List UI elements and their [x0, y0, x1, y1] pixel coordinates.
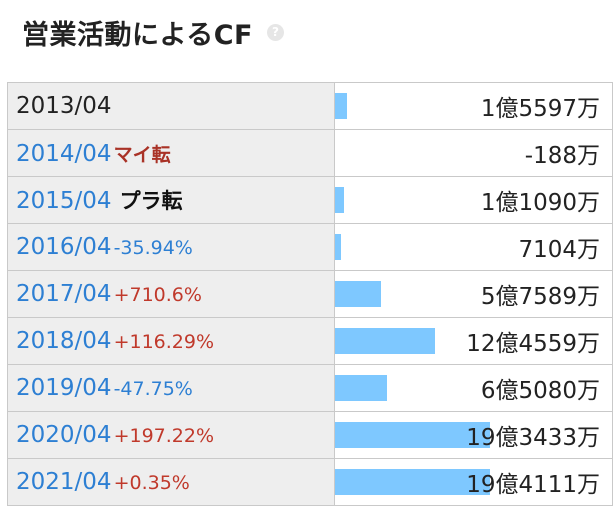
value-cell: -188万	[334, 129, 613, 177]
change-label: プラ転	[119, 189, 183, 213]
cf-table: 2013/04 1億5597万 2014/04 マイ転 -188万 2015/04 プラ転 1…	[7, 82, 613, 506]
year-link: 2013/04	[16, 93, 112, 119]
year-link[interactable]: 2017/04	[16, 281, 112, 307]
value-cell: 19億4111万	[334, 458, 613, 506]
year-cell: 2018/04 +116.29%	[7, 317, 335, 365]
help-icon[interactable]: ?	[266, 23, 284, 41]
table-row: 2013/04 1億5597万	[7, 82, 613, 130]
change-label: -35.94%	[113, 237, 193, 259]
value-bar	[335, 328, 435, 354]
table-row: 2019/04 -47.75% 6億5080万	[7, 364, 613, 412]
table-row: 2016/04 -35.94% 7104万	[7, 223, 613, 271]
value-cell: 1億5597万	[334, 82, 613, 130]
year-link[interactable]: 2014/04	[16, 140, 112, 167]
year-link[interactable]: 2018/04	[16, 328, 112, 354]
value-cell: 1億1090万	[334, 176, 613, 224]
value-cell: 6億5080万	[334, 364, 613, 412]
change-label: マイ転	[113, 143, 171, 166]
year-link[interactable]: 2019/04	[16, 375, 112, 401]
year-cell: 2017/04 +710.6%	[7, 270, 335, 318]
page-title: 営業活動によるCF	[22, 19, 253, 51]
year-link[interactable]: 2016/04	[16, 234, 112, 260]
change-label: -47.75%	[113, 378, 193, 400]
value-cell: 5億7589万	[334, 270, 613, 318]
year-cell: 2019/04 -47.75%	[7, 364, 335, 412]
year-cell: 2015/04 プラ転	[7, 176, 335, 224]
value-cell: 7104万	[334, 223, 613, 271]
value-bar	[335, 234, 341, 260]
year-cell: 2021/04 +0.35%	[7, 458, 335, 506]
year-link[interactable]: 2015/04	[16, 188, 112, 214]
value-text: -188万	[524, 143, 600, 169]
value-bar	[335, 93, 347, 119]
value-text: 5億7589万	[480, 284, 600, 310]
value-cell: 12億4559万	[334, 317, 613, 365]
value-bar	[335, 422, 490, 448]
table-row: 2021/04 +0.35% 19億4111万	[7, 458, 613, 506]
value-bar	[335, 469, 490, 495]
value-text: 6億5080万	[480, 378, 600, 404]
header: 営業活動によるCF ?	[22, 12, 284, 52]
value-cell: 19億3433万	[334, 411, 613, 459]
value-text: 12億4559万	[466, 331, 600, 357]
table-row: 2017/04 +710.6% 5億7589万	[7, 270, 613, 318]
table-row: 2020/04 +197.22% 19億3433万	[7, 411, 613, 459]
year-link[interactable]: 2020/04	[16, 422, 112, 448]
value-bar	[335, 375, 387, 401]
value-text: 1億5597万	[480, 96, 600, 122]
year-cell: 2020/04 +197.22%	[7, 411, 335, 459]
value-text: 19億4111万	[466, 472, 600, 498]
value-bar	[335, 281, 381, 307]
value-text: 7104万	[518, 237, 600, 263]
change-label: +710.6%	[113, 284, 202, 306]
table-row: 2014/04 マイ転 -188万	[7, 129, 613, 177]
value-bar	[335, 187, 344, 213]
table-row: 2018/04 +116.29% 12億4559万	[7, 317, 613, 365]
value-text: 19億3433万	[466, 425, 600, 451]
change-label: +0.35%	[113, 472, 190, 494]
year-cell: 2013/04	[7, 82, 335, 130]
change-label: +197.22%	[113, 425, 215, 447]
value-text: 1億1090万	[480, 190, 600, 216]
year-link[interactable]: 2021/04	[16, 469, 112, 495]
year-cell: 2016/04 -35.94%	[7, 223, 335, 271]
year-cell: 2014/04 マイ転	[7, 129, 335, 177]
table-row: 2015/04 プラ転 1億1090万	[7, 176, 613, 224]
change-label: +116.29%	[113, 331, 215, 353]
